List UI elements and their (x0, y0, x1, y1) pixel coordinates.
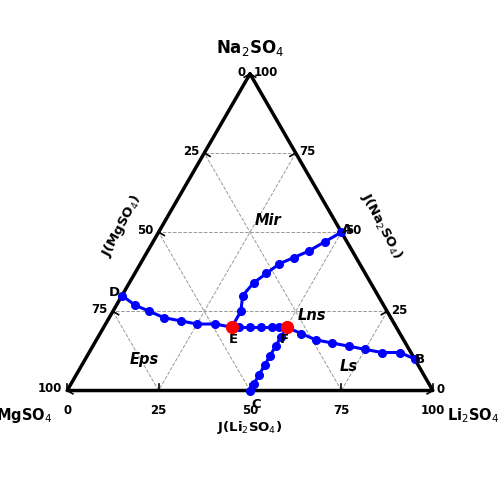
Text: 100: 100 (420, 404, 445, 417)
Text: J(Li$_2$SO$_4$): J(Li$_2$SO$_4$) (218, 418, 282, 435)
Text: 50: 50 (138, 224, 154, 237)
Text: Li$_2$SO$_4$: Li$_2$SO$_4$ (448, 405, 500, 424)
Text: 50: 50 (345, 224, 362, 237)
Text: D: D (109, 286, 120, 299)
Text: J(Na$_2$SO$_4$): J(Na$_2$SO$_4$) (357, 190, 406, 261)
Text: 100: 100 (254, 66, 278, 79)
Text: 25: 25 (391, 303, 407, 316)
Text: 0: 0 (237, 65, 245, 78)
Text: 0: 0 (436, 382, 445, 395)
Text: 50: 50 (242, 404, 258, 417)
Text: 100: 100 (38, 382, 62, 395)
Text: 25: 25 (150, 404, 167, 417)
Text: 75: 75 (300, 145, 316, 158)
Text: A: A (342, 223, 352, 236)
Text: Mir: Mir (255, 213, 281, 228)
Text: 25: 25 (183, 144, 200, 157)
Text: MgSO$_4$: MgSO$_4$ (0, 405, 52, 424)
Text: C: C (251, 397, 260, 410)
Text: Na$_2$SO$_4$: Na$_2$SO$_4$ (216, 38, 284, 58)
Text: B: B (415, 353, 425, 366)
Text: 0: 0 (63, 404, 71, 417)
Text: J(MgSO$_4$): J(MgSO$_4$) (98, 191, 146, 260)
Text: 75: 75 (333, 404, 349, 417)
Text: 75: 75 (92, 302, 108, 315)
Text: Eps: Eps (130, 352, 158, 367)
Text: Lns: Lns (298, 307, 326, 323)
Text: Ls: Ls (340, 358, 358, 373)
Text: F: F (280, 333, 289, 346)
Text: E: E (229, 333, 238, 346)
